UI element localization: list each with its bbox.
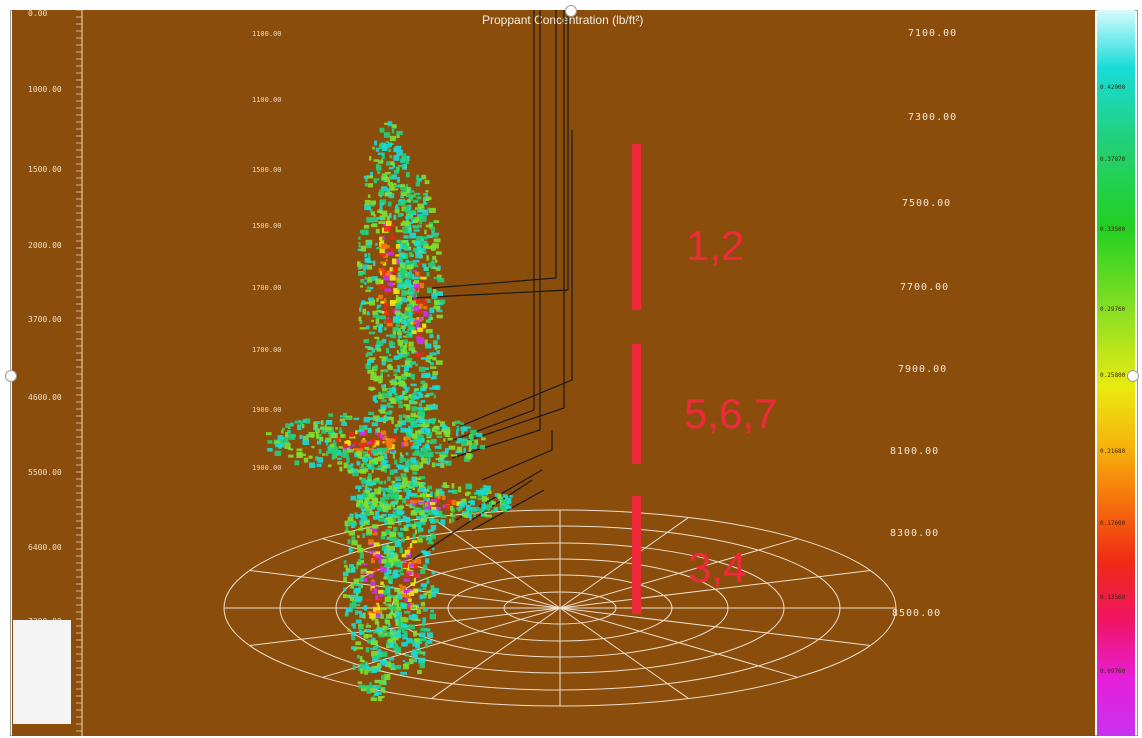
colorbar-label: 0.13560	[1100, 594, 1126, 601]
left-ruler-label: 1000.00	[28, 85, 62, 94]
inner-ruler-label: 1100.00	[252, 96, 282, 104]
stage-bar-1-2	[632, 144, 641, 310]
fracture-scene: 0.00 1000.00 1500.00 2000.00 3700.00 460…	[28, 10, 957, 736]
colorbar-label: 0.21680	[1100, 448, 1126, 455]
left-ruler-label: 2000.00	[28, 241, 62, 250]
depth-label: 7700.00	[900, 282, 949, 293]
depth-label: 8300.00	[890, 528, 939, 539]
resize-handle-top[interactable]	[565, 5, 577, 17]
resize-handle-left[interactable]	[5, 370, 17, 382]
inner-ruler-label: 1500.00	[252, 222, 282, 230]
stage-label-3-4: 3,4	[688, 544, 746, 591]
stage-markers: 1,2 5,6,7 3,4	[632, 144, 777, 614]
inner-ruler-label: 1100.00	[252, 30, 282, 38]
colorbar-label: 0.17600	[1100, 520, 1126, 527]
depth-label: 8500.00	[892, 608, 941, 619]
left-ruler-label: 4600.00	[28, 393, 62, 402]
stage-label-1-2: 1,2	[686, 222, 744, 269]
colorbar-label: 0.33500	[1100, 226, 1126, 233]
left-ruler-label: 0.00	[28, 10, 47, 18]
left-ruler-label: 6400.00	[28, 543, 62, 552]
stage-bar-3-4	[632, 496, 641, 614]
inner-ruler-label: 1700.00	[252, 284, 282, 292]
depth-label: 7300.00	[908, 112, 957, 123]
colorbar-label: 0.29760	[1100, 306, 1126, 313]
3d-viewport[interactable]: 0.00 1000.00 1500.00 2000.00 3700.00 460…	[12, 10, 1095, 736]
right-depth-labels: 7100.00 7300.00 7500.00 7700.00 7900.00 …	[890, 28, 957, 619]
left-ruler-label: 5500.00	[28, 468, 62, 477]
annotation-lines	[411, 10, 573, 561]
inner-ruler-label: 1900.00	[252, 406, 282, 414]
fracture-plumes	[266, 121, 513, 702]
inner-ruler-label: 1900.00	[252, 464, 282, 472]
inner-ruler-label: 1700.00	[252, 346, 282, 354]
resize-handle-right[interactable]	[1127, 370, 1139, 382]
left-ruler-label: 1500.00	[28, 165, 62, 174]
plot-title: Proppant Concentration (lb/ft²)	[482, 13, 643, 27]
colorbar-label: 0.09760	[1100, 668, 1126, 675]
polar-grid	[223, 509, 897, 707]
depth-label: 7900.00	[898, 364, 947, 375]
stage-label-5-6-7: 5,6,7	[684, 390, 777, 437]
depth-label: 7100.00	[908, 28, 957, 39]
inset-panel	[13, 620, 71, 724]
colorbar-label: 0.42000	[1100, 84, 1126, 91]
inner-ruler-label: 1500.00	[252, 166, 282, 174]
colorbar-label: 0.37870	[1100, 156, 1126, 163]
inner-ruler-labels: 1100.00 1100.00 1500.00 1500.00 1700.00 …	[252, 30, 282, 472]
depth-label: 7500.00	[902, 198, 951, 209]
depth-label: 8100.00	[890, 446, 939, 457]
colorbar-label: 0.25800	[1100, 372, 1126, 379]
stage-bar-5-6-7	[632, 344, 641, 464]
left-ruler-label: 3700.00	[28, 315, 62, 324]
left-depth-ruler: 0.00 1000.00 1500.00 2000.00 3700.00 460…	[28, 10, 83, 736]
